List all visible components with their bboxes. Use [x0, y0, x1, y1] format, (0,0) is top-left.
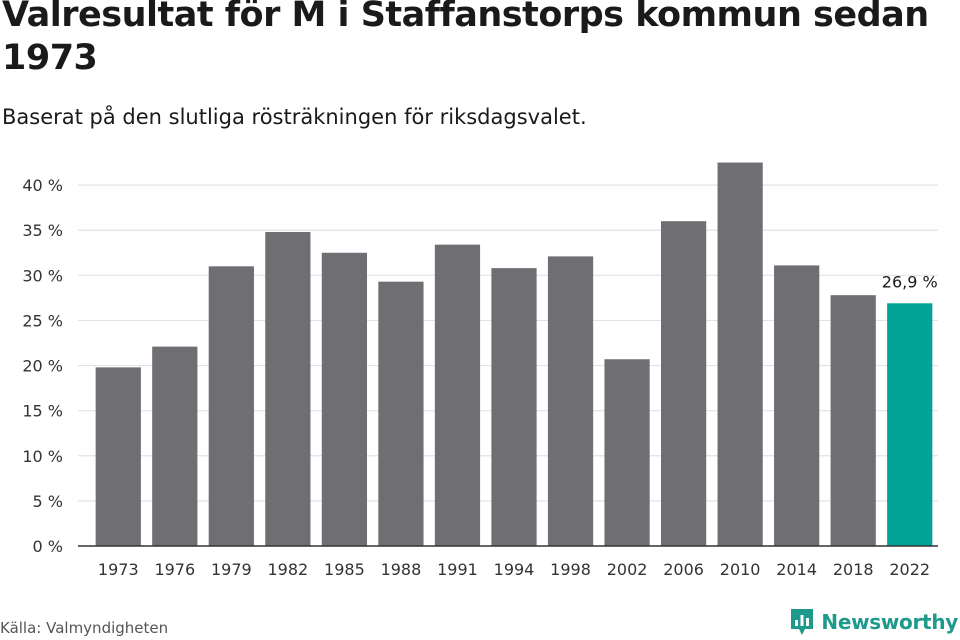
chart-subtitle: Baserat på den slutliga rösträkningen fö… [2, 105, 587, 129]
bar [717, 162, 763, 547]
brand-logo[interactable]: Newsworthy [789, 607, 958, 637]
bar [491, 268, 537, 546]
y-tick-label: 25 % [22, 311, 63, 330]
x-axis-ticks: 1973 1976 1979 1982 1985 1988 1991 1994 1998 2002… [98, 560, 930, 579]
x-tick-label: 1991 [437, 560, 478, 579]
x-tick-label: 1976 [154, 560, 195, 579]
x-tick-label: 2014 [776, 560, 817, 579]
bar [265, 232, 311, 546]
bar [378, 281, 424, 546]
data-label: 26,9 % [882, 272, 938, 291]
x-tick-label: 1979 [211, 560, 252, 579]
y-tick-label: 15 % [22, 402, 63, 421]
y-tick-label: 20 % [22, 357, 63, 376]
bar [547, 256, 594, 546]
x-tick-label: 1985 [324, 560, 365, 579]
chart-title: Valresultat för M i Staffanstorps kommun… [2, 0, 929, 78]
newsworthy-logo-icon [791, 609, 814, 635]
brand-name: Newsworthy [821, 610, 958, 634]
bar [660, 221, 707, 546]
x-tick-label: 1973 [98, 560, 139, 579]
bar [95, 367, 141, 546]
y-axis-ticks: 0 % 5 % 10 % 15 % 20 % 25 % 30 % 35 % 40 % [22, 176, 63, 556]
bar [208, 266, 254, 546]
x-tick-label: 2022 [889, 560, 930, 579]
bar [152, 346, 198, 546]
bar [830, 295, 876, 546]
bar-chart: 0 %5 %10 %15 %20 %25 %30 %35 %40 % 1973 1… [22, 162, 938, 579]
bar [604, 359, 650, 546]
x-tick-label: 1998 [550, 560, 591, 579]
x-tick-label: 2006 [663, 560, 704, 579]
bar [774, 265, 820, 546]
y-tick-label: 30 % [22, 266, 63, 285]
y-tick-label: 35 % [22, 221, 63, 240]
x-tick-label: 2018 [833, 560, 874, 579]
bar [434, 244, 481, 546]
y-tick-label: 5 % [33, 492, 63, 511]
y-tick-label: 40 % [22, 176, 63, 195]
bar [887, 303, 933, 546]
x-tick-label: 2002 [607, 560, 648, 579]
x-tick-label: 1988 [381, 560, 422, 579]
source-note: Källa: Valmyndigheten [0, 619, 169, 637]
y-tick-label: 10 % [22, 447, 63, 466]
bars [95, 162, 933, 547]
x-tick-label: 2010 [720, 560, 761, 579]
x-tick-label: 1994 [494, 560, 535, 579]
bar [321, 252, 368, 546]
x-tick-label: 1982 [268, 560, 309, 579]
data-labels: 26,9 % [882, 272, 938, 291]
y-tick-label: 0 % [33, 537, 63, 556]
